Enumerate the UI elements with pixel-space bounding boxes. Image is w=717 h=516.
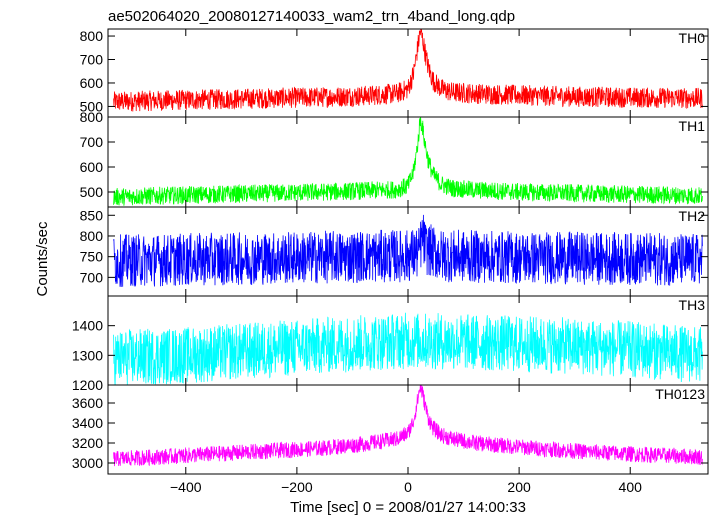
y-tick-label: 500 bbox=[80, 98, 104, 114]
y-axis-label: Counts/sec bbox=[34, 221, 51, 297]
y-tick-label: 3600 bbox=[72, 395, 103, 411]
panel-th0: 500 600 700 800 TH0 bbox=[80, 28, 709, 118]
y-tick-label: 500 bbox=[80, 184, 104, 200]
y-tick-label: 700 bbox=[80, 134, 104, 150]
y-tick-label: 1300 bbox=[72, 347, 103, 363]
y-tick-label: 800 bbox=[80, 28, 104, 44]
panel-th2: 700 750 800 850 TH2 bbox=[80, 206, 709, 297]
panel-label: TH0 bbox=[679, 30, 706, 46]
y-tick-label: 3000 bbox=[72, 455, 103, 471]
y-tick-label: 750 bbox=[80, 249, 104, 265]
panel-label: TH0123 bbox=[655, 386, 705, 402]
x-axis-label: Time [sec] 0 = 2008/01/27 14:00:33 bbox=[290, 499, 526, 516]
y-tick-label: 800 bbox=[80, 228, 104, 244]
y-tick-label: 600 bbox=[80, 159, 104, 175]
x-tick-label: −200 bbox=[281, 479, 313, 495]
series-line-th0 bbox=[113, 29, 703, 112]
y-tick-label: 1200 bbox=[72, 377, 103, 393]
panel-label: TH3 bbox=[679, 297, 706, 313]
x-tick-label: 400 bbox=[619, 479, 643, 495]
x-axis: −400 −200 0 200 400 bbox=[170, 479, 642, 495]
panel-th0123: 3000 3200 3400 3600 TH0123 bbox=[72, 384, 709, 475]
y-tick-label: 3400 bbox=[72, 415, 103, 431]
series-line-th1 bbox=[113, 117, 703, 206]
y-tick-label: 850 bbox=[80, 207, 104, 223]
panel-th1: 500 600 700 800 TH1 bbox=[80, 109, 709, 208]
panel-label: TH2 bbox=[679, 208, 706, 224]
y-tick-label: 3200 bbox=[72, 435, 103, 451]
x-tick-label: −400 bbox=[170, 479, 202, 495]
y-tick-label: 1400 bbox=[72, 318, 103, 334]
x-tick-label: 200 bbox=[507, 479, 531, 495]
y-tick-label: 600 bbox=[80, 75, 104, 91]
panel-label: TH1 bbox=[679, 118, 706, 134]
series-line-th3 bbox=[113, 312, 703, 385]
panel-th3: 1200 1300 1400 TH3 bbox=[72, 295, 709, 393]
y-tick-label: 700 bbox=[80, 52, 104, 68]
x-tick-label: 0 bbox=[404, 479, 412, 495]
series-line-th2 bbox=[113, 214, 703, 288]
chart-title: ae502064020_20080127140033_wam2_trn_4ban… bbox=[108, 8, 515, 25]
panels: 500 600 700 800 TH0 500 600 700 800 TH1 700 750 800 8… bbox=[72, 28, 709, 475]
y-tick-label: 800 bbox=[80, 109, 104, 125]
series-line-th0123 bbox=[113, 385, 703, 467]
y-tick-label: 700 bbox=[80, 269, 104, 285]
